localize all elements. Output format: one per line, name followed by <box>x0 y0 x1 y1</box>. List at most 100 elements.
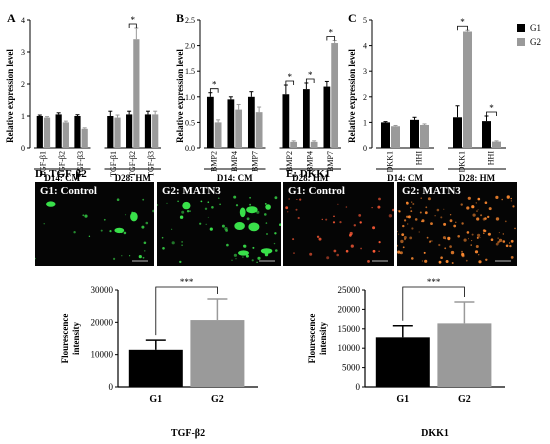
cell-spot <box>455 221 457 223</box>
cell-spot <box>177 200 179 203</box>
cell-spot <box>487 215 490 219</box>
cell-spot <box>287 211 289 213</box>
cell-spot <box>274 196 278 200</box>
cell-spot <box>397 230 398 233</box>
cell-spot <box>398 210 401 213</box>
x-tick-label: BMP2 <box>209 151 218 172</box>
cell-spot <box>468 238 469 240</box>
cell-spot <box>509 244 512 248</box>
cell-spot <box>109 230 112 233</box>
cell-spot <box>231 259 233 261</box>
cell-cluster <box>239 207 246 218</box>
cell-spot <box>510 239 514 243</box>
significance-bracket <box>305 78 315 83</box>
significance-marker: * <box>212 80 217 90</box>
cell-spot <box>171 241 175 245</box>
bar <box>492 141 501 148</box>
x-tick-label: DKK1 <box>458 151 467 172</box>
bar <box>128 349 183 387</box>
cell-spot <box>84 214 88 218</box>
cell-spot <box>73 231 76 234</box>
cell-spot <box>404 219 407 222</box>
cell-spot <box>235 204 239 207</box>
x-axis-label: TGF-β2 <box>171 428 205 439</box>
cell-spot <box>333 215 335 218</box>
bar <box>227 99 235 148</box>
bar <box>152 114 159 148</box>
cell-spot <box>377 205 381 209</box>
micrograph-label: G2: MATN3 <box>402 185 461 197</box>
cell-spot <box>161 236 164 239</box>
bar <box>247 96 255 148</box>
cell-spot <box>274 232 277 235</box>
cell-spot <box>113 257 116 260</box>
cell-spot <box>488 207 492 211</box>
significance-bracket <box>486 111 497 116</box>
cell-spot <box>411 257 414 260</box>
cell-spot <box>406 215 409 218</box>
bar <box>310 141 318 148</box>
cell-spot <box>142 198 145 201</box>
cell-spot <box>409 206 412 209</box>
cell-spot <box>487 232 491 236</box>
bar <box>55 114 62 148</box>
legend-swatch <box>517 38 525 46</box>
y-tick-label: 1 <box>21 112 25 121</box>
y-tick-label: 0 <box>21 144 25 153</box>
significance-marker: * <box>131 15 136 25</box>
cell-cluster <box>238 250 249 256</box>
x-tick-label: TGF-β2 <box>128 151 137 177</box>
cell-spot <box>406 201 409 204</box>
x-tick-label: TGF-β1 <box>109 151 118 177</box>
cell-spot <box>123 231 127 235</box>
y-axis-label: intensity <box>318 322 328 356</box>
bar <box>302 89 310 148</box>
cell-spot <box>266 233 268 235</box>
cell-spot <box>495 242 499 246</box>
cell-spot <box>407 223 409 225</box>
cell-spot <box>466 231 470 234</box>
cell-spot <box>226 243 229 247</box>
cell-spot <box>421 260 423 262</box>
cell-spot <box>179 260 182 264</box>
legend-label: G2 <box>530 37 541 47</box>
y-tick-label: 20000 <box>338 304 361 314</box>
y-tick-label: 4 <box>21 16 25 25</box>
significance-bracket <box>128 23 137 28</box>
x-tick-label: G1 <box>396 394 409 405</box>
cell-spot <box>88 235 91 237</box>
cell-spot <box>189 210 191 212</box>
cell-spot <box>463 238 467 242</box>
cell-spot <box>318 237 322 241</box>
bar <box>190 320 245 387</box>
micrograph-label: G1: Control <box>40 185 97 197</box>
cell-cluster <box>248 222 260 232</box>
cell-spot <box>35 257 36 260</box>
cell-spot <box>205 223 207 225</box>
cell-spot <box>412 203 415 205</box>
bar <box>290 141 298 148</box>
cell-spot <box>431 240 433 242</box>
cell-spot <box>279 223 281 226</box>
legend-swatch <box>517 24 525 32</box>
y-axis-label: Relative expression level <box>175 49 185 143</box>
cell-spot <box>409 236 413 240</box>
x-tick-label: DKK1 <box>386 151 395 172</box>
cell-spot <box>402 224 405 228</box>
cell-spot <box>498 232 500 234</box>
cell-spot <box>411 201 413 203</box>
cell-spot <box>125 214 127 216</box>
significance-bracket <box>155 286 218 336</box>
cell-spot <box>121 255 123 257</box>
bar <box>114 117 121 148</box>
micrograph-d-matn3: G2: MATN3 <box>157 182 281 266</box>
cell-spot <box>152 209 154 213</box>
x-tick-label: G2 <box>211 394 224 405</box>
cell-cluster <box>234 222 245 230</box>
micrograph-d-control: G1: Control <box>35 182 154 266</box>
cell-cluster <box>265 204 271 210</box>
group-label: D28: HM <box>459 173 496 183</box>
cell-spot <box>498 238 503 243</box>
cell-spot <box>501 198 503 201</box>
y-axis-label: Flourescence <box>60 314 70 364</box>
